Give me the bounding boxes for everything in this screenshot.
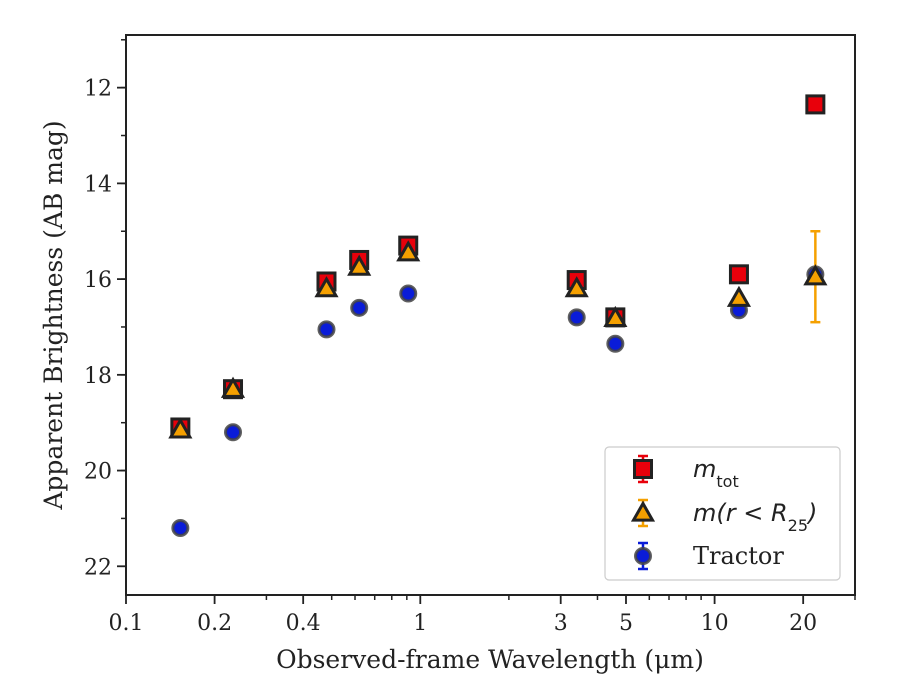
x-tick-label: 0.2 (197, 611, 232, 636)
x-tick-label: 5 (619, 611, 633, 636)
x-tick-label: 1 (413, 611, 427, 636)
data-point-triangle (564, 276, 589, 298)
x-axis-ticks: 0.1 0.2 0.4 1 3 5 10 20 (109, 595, 856, 636)
data-point-circle (350, 298, 369, 317)
legend-marker-circle (634, 547, 652, 565)
legend-box (604, 446, 841, 581)
legend-label: m(r < R25) (693, 499, 817, 535)
plot-frame (125, 34, 856, 596)
legend-label: mtot (693, 455, 739, 491)
y-tick-label: 14 (84, 172, 112, 197)
data-point-square (805, 94, 826, 115)
data-series (168, 94, 828, 537)
x-tick-label: 0.1 (109, 611, 144, 636)
legend-marker-triangle (630, 500, 656, 522)
data-point-triangle (603, 305, 628, 327)
y-tick-label: 12 (84, 77, 112, 102)
data-point-circle (317, 320, 336, 339)
legend-marker-square (633, 459, 653, 479)
data-point-triangle (314, 276, 339, 298)
data-point-circle (567, 308, 586, 327)
data-point-triangle (347, 254, 372, 276)
x-tick-label: 10 (701, 611, 729, 636)
x-tick-label: 0.4 (286, 611, 321, 636)
series-square-group (170, 94, 826, 438)
data-point-triangle (396, 240, 421, 262)
x-axis-title: Observed-frame Wavelength (μm) (276, 645, 704, 674)
data-point-triangle (220, 376, 246, 398)
data-point-circle (224, 423, 243, 442)
data-point-triangle (168, 417, 193, 439)
y-tick-label: 20 (84, 460, 112, 485)
y-tick-label: 16 (84, 268, 112, 293)
y-tick-label: 18 (84, 364, 112, 389)
x-tick-label: 3 (554, 611, 568, 636)
series-triangle-group (168, 229, 828, 439)
y-axis-ticks: 12 14 16 18 20 22 (84, 39, 126, 580)
legend: mtot m(r < R25) Tractor (604, 446, 841, 581)
x-tick-label: 20 (789, 611, 817, 636)
data-point-square (728, 264, 749, 285)
series-circle-group (171, 265, 825, 537)
data-point-circle (171, 518, 190, 537)
data-point-circle (399, 284, 418, 303)
legend-label: Tractor (693, 542, 784, 570)
data-point-triangle (726, 285, 752, 307)
y-axis-title: Apparent Brightness (AB mag) (39, 120, 68, 510)
legend-entries: mtot m(r < R25) Tractor (630, 454, 817, 571)
data-point-triangle (803, 264, 828, 286)
data-point-circle (606, 334, 625, 353)
y-tick-label: 22 (84, 555, 112, 580)
